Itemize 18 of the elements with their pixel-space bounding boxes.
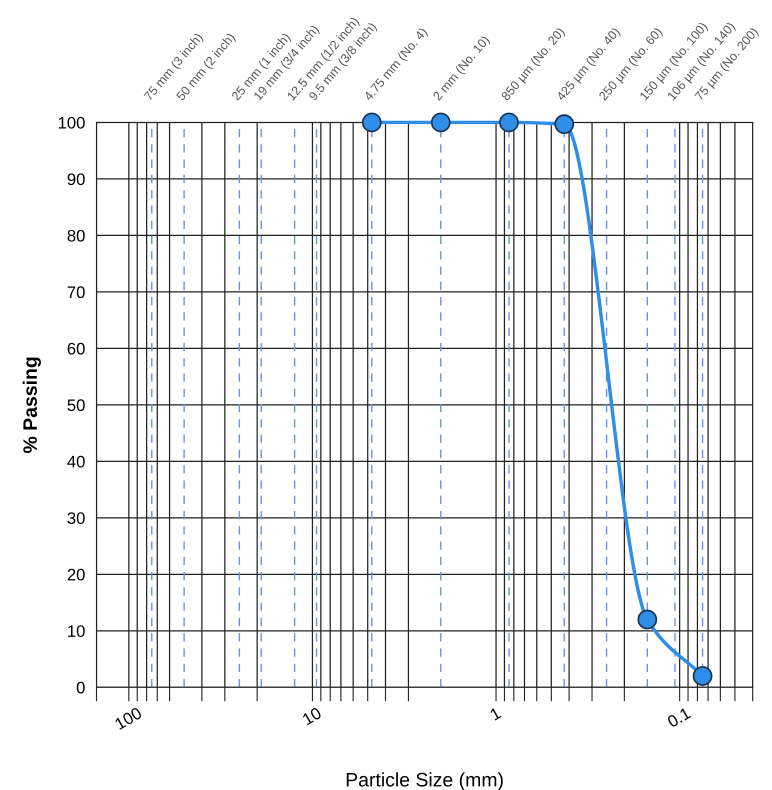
y-tick-label: 90 [68,173,85,186]
x-tick-label: 10 [302,706,322,726]
y-axis-title: % Passing [22,358,41,454]
ref-line-label: 2 mm (No. 10) [432,34,492,103]
x-tick-label: 1 [490,706,502,721]
y-tick-label: 100 [58,116,85,129]
y-tick-label: 10 [68,625,85,638]
y-tick-label: 70 [68,286,85,298]
y-tick-label: 40 [67,456,85,468]
x-tick-label: 100 [114,706,143,730]
x-tick-label: 0.1 [666,706,692,728]
y-tick-label: 0 [76,682,85,694]
y-tick-label: 30 [67,512,85,524]
y-tick-label: 60 [68,342,85,355]
y-tick-label: 20 [68,568,85,581]
y-tick-label: 50 [68,399,85,412]
x-axis-title: Particle Size (mm) [346,772,503,790]
y-tick-label: 80 [68,230,85,242]
